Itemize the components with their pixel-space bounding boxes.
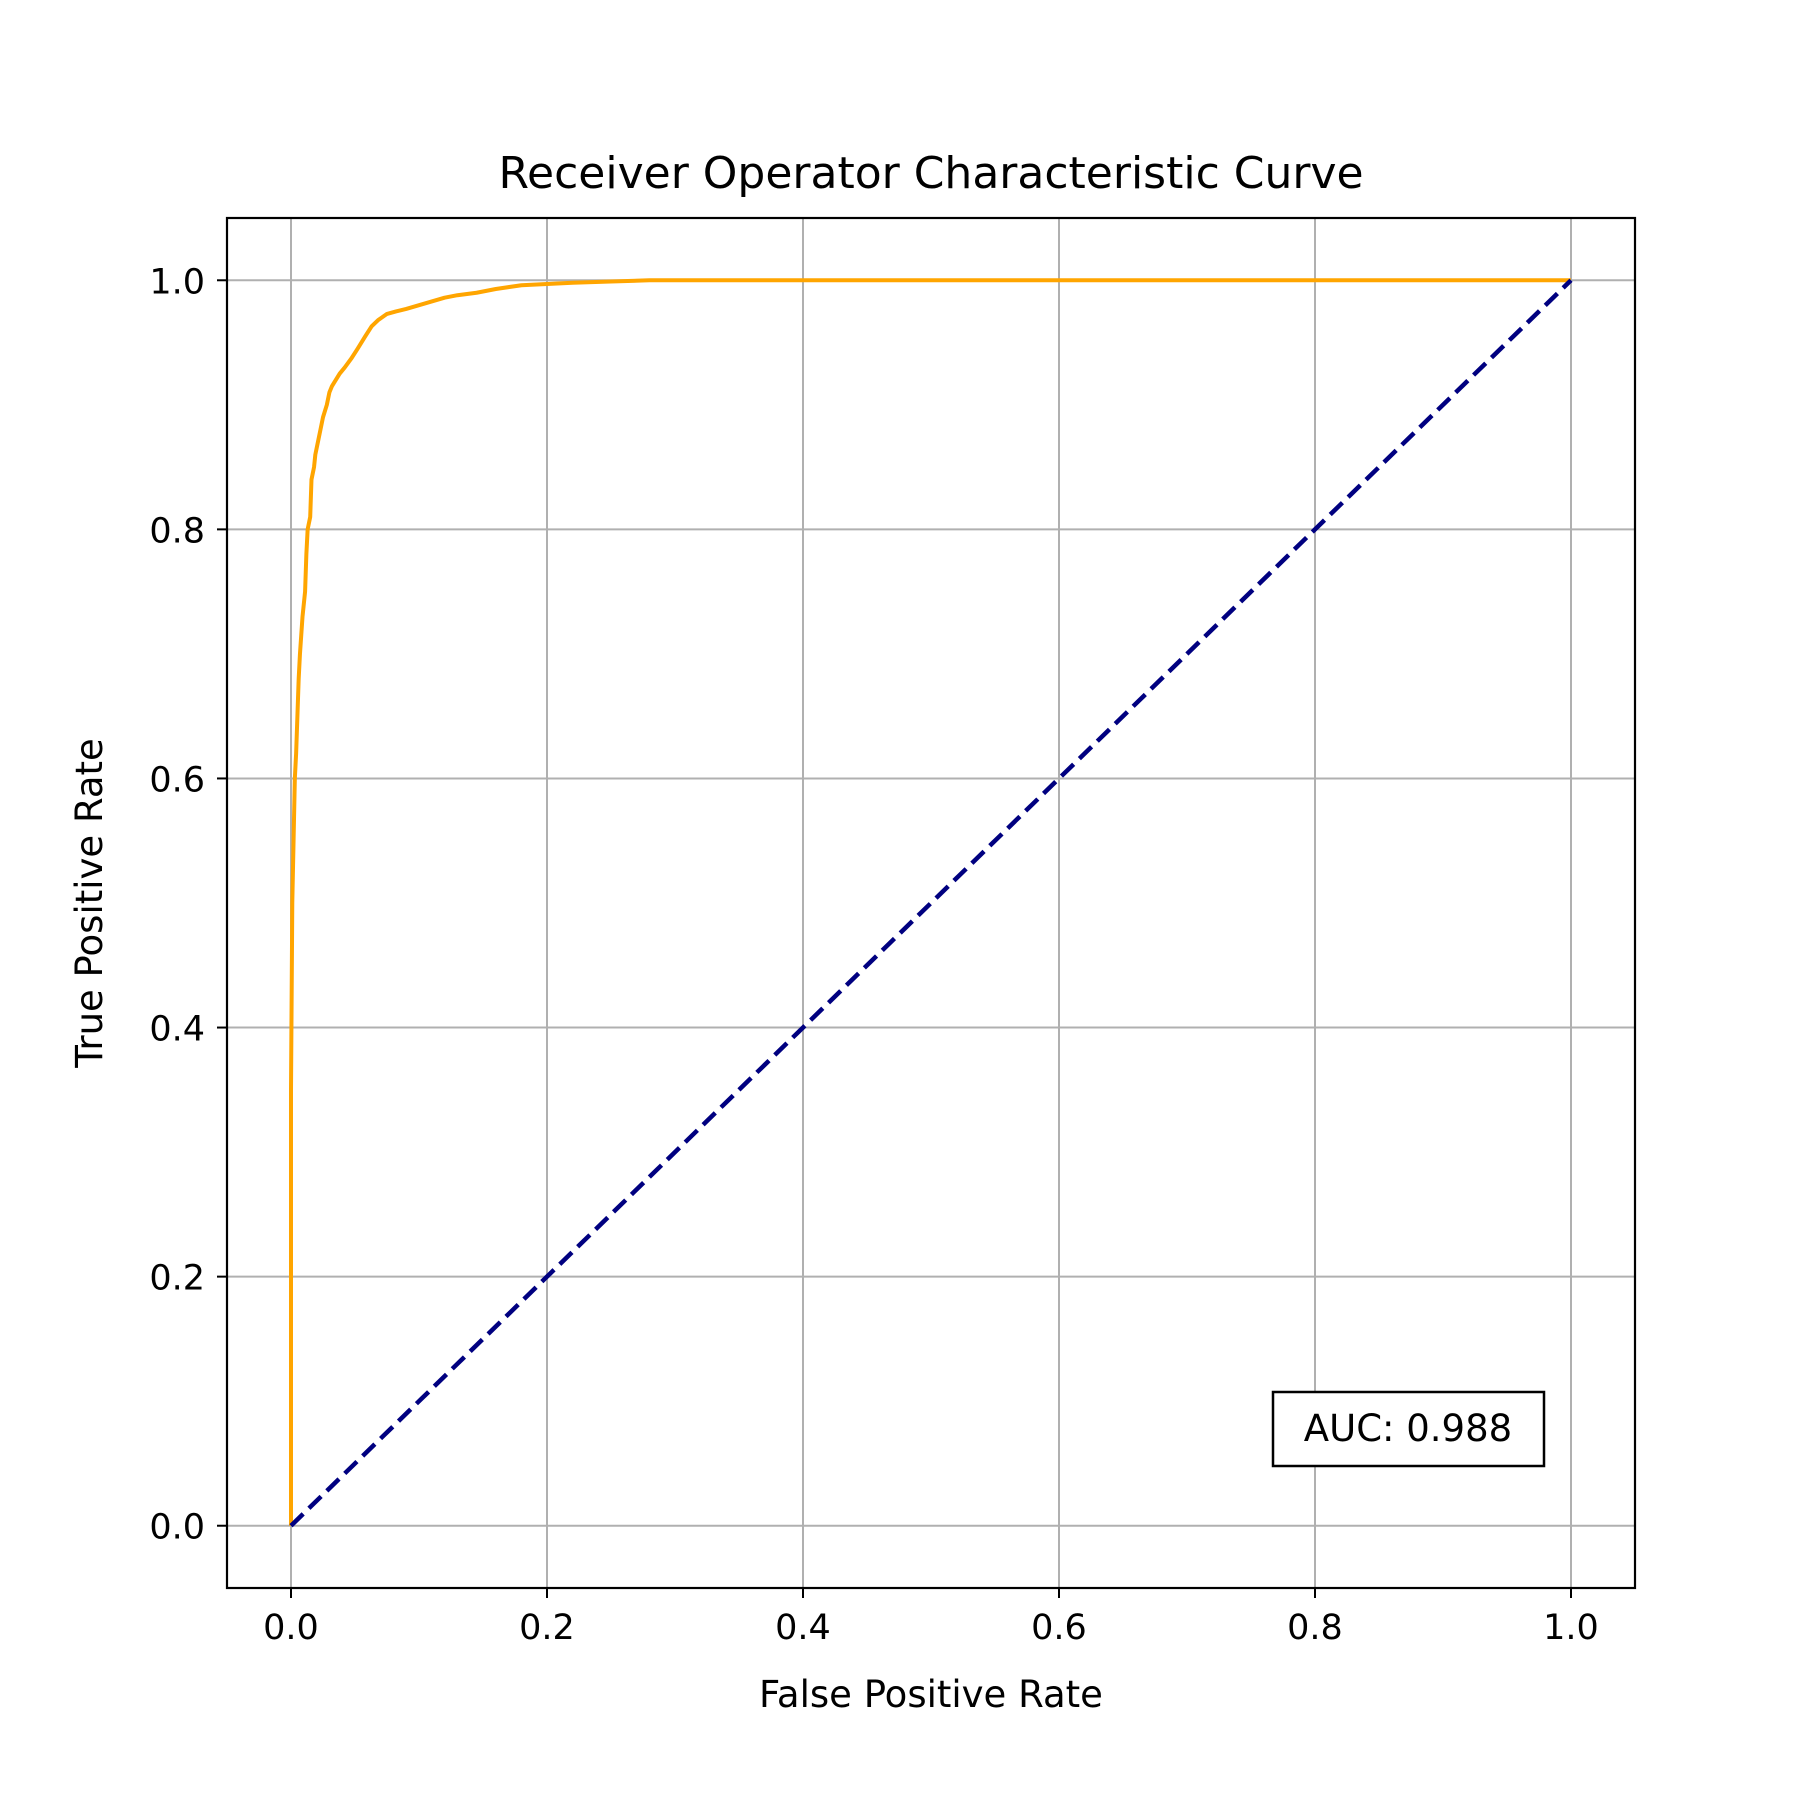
chance-diagonal-line [289, 278, 1573, 1528]
roc-curve-line [289, 278, 1571, 1526]
x-tick-label: 0.0 [263, 1608, 319, 1648]
x-tick-label: 0.8 [1287, 1608, 1343, 1648]
x-tick-label: 0.2 [519, 1608, 575, 1648]
auc-annotation: AUC: 0.988 [1271, 1390, 1546, 1468]
y-axis-label: True Positive Rate [68, 738, 111, 1069]
axis-ticks: 0.0 0.2 0.4 0.6 0.8 1.0 0.0 0.2 0.4 0.6 0.8 1.0 [149, 262, 1599, 1648]
series-layer [289, 278, 1573, 1528]
plot-frame [225, 216, 1637, 1590]
auc-annotation-text: AUC: 0.988 [1304, 1407, 1512, 1450]
y-tick-label: 1.0 [149, 262, 205, 302]
y-tick-label: 0.6 [149, 760, 205, 800]
y-tick-label: 0.8 [149, 511, 205, 551]
y-tick-label: 0.0 [149, 1508, 205, 1548]
auc-annotation-box [1271, 1390, 1546, 1468]
y-tick-label: 0.2 [149, 1259, 205, 1299]
x-tick-label: 0.4 [775, 1608, 831, 1648]
chart-title: Receiver Operator Characteristic Curve [498, 148, 1363, 199]
x-tick-label: 0.6 [1031, 1608, 1087, 1648]
x-axis-label: False Positive Rate [759, 1673, 1103, 1716]
x-tick-label: 1.0 [1543, 1608, 1599, 1648]
y-tick-label: 0.4 [149, 1010, 205, 1050]
grid [227, 218, 1635, 1588]
